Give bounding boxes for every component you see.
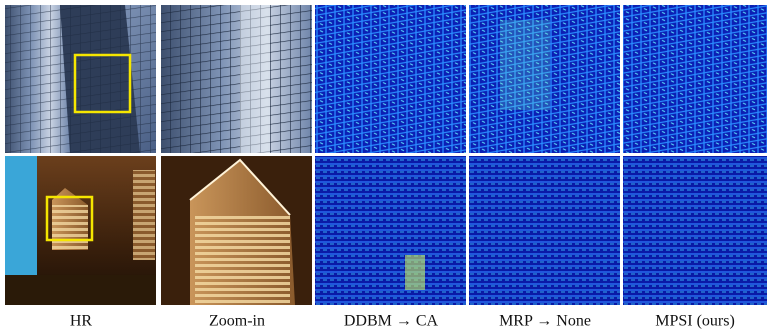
error-hotspot	[405, 255, 425, 290]
caption: MPSI (ours)	[655, 313, 735, 330]
row-2	[5, 156, 767, 305]
zoom-image	[161, 156, 312, 305]
error-hotspot	[500, 20, 550, 110]
ground	[5, 275, 156, 305]
windows	[52, 205, 88, 250]
error-map	[315, 5, 466, 153]
error-map	[623, 156, 767, 305]
caption: MRP → None	[499, 313, 591, 330]
caption: DDBM → CA	[344, 313, 439, 330]
facade-grid	[161, 5, 312, 153]
figure: HR Zoom-in DDBM → CA MRP → None MPSI (ou…	[0, 0, 767, 335]
caption: Zoom-in	[209, 313, 265, 330]
page: {"figure": {"captions": ["HR", "Zoom-in"…	[0, 0, 767, 335]
error-map	[315, 156, 466, 305]
row-1	[5, 5, 767, 153]
error-map-fill	[315, 156, 466, 305]
windows	[195, 215, 290, 305]
facade-grid	[5, 5, 156, 153]
error-map	[623, 5, 767, 153]
zoom-image	[161, 5, 312, 153]
highlight	[240, 5, 270, 153]
hr-image	[5, 5, 156, 153]
error-map	[469, 5, 620, 153]
caption: HR	[70, 313, 93, 330]
windows	[133, 170, 155, 260]
error-map	[469, 156, 620, 305]
hr-image	[5, 156, 156, 305]
